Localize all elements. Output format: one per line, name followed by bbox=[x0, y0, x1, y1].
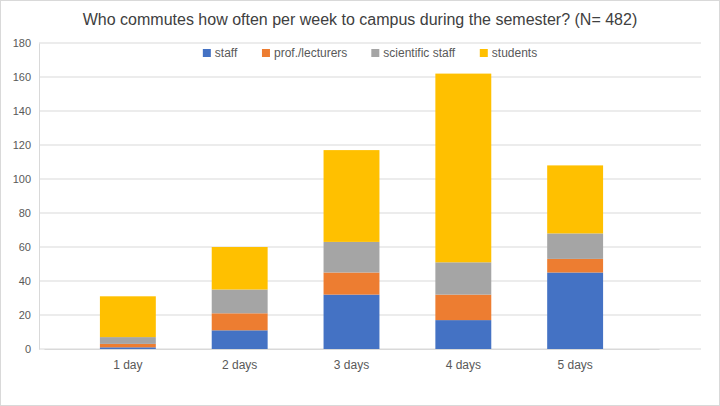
y-tick: 180 bbox=[13, 37, 39, 49]
y-tick: 60 bbox=[19, 241, 39, 253]
grid-line bbox=[39, 145, 701, 146]
y-tick-label: 100 bbox=[13, 173, 31, 185]
y-tick-label: 0 bbox=[25, 343, 31, 355]
y-tick-label: 60 bbox=[19, 241, 31, 253]
bar-segment bbox=[547, 233, 603, 259]
y-tick-label: 180 bbox=[13, 37, 31, 49]
x-tick-label: 4 days bbox=[446, 358, 481, 372]
grid-line bbox=[39, 77, 701, 78]
bar-series bbox=[100, 74, 603, 337]
legend-label: prof./lecturers bbox=[274, 46, 347, 60]
bar-segment bbox=[100, 296, 156, 337]
y-tick: 100 bbox=[13, 173, 39, 185]
x-tick-label: 1 day bbox=[113, 358, 142, 372]
bar-segment bbox=[435, 295, 491, 321]
bar-series bbox=[100, 273, 603, 350]
bar-segment bbox=[547, 259, 603, 273]
bar-segment bbox=[435, 74, 491, 263]
bars bbox=[100, 74, 603, 349]
x-tick: 2 days bbox=[222, 349, 257, 372]
x-tick-label: 2 days bbox=[222, 358, 257, 372]
bar-segment bbox=[212, 247, 268, 290]
y-tick: 80 bbox=[19, 207, 39, 219]
x-tick: 5 days bbox=[557, 349, 592, 372]
legend: staff prof./lecturers scientific staff stud… bbox=[203, 46, 537, 60]
y-tick: 160 bbox=[13, 71, 39, 83]
y-axis: 0 20 40 60 80 100 120 140 160 180 bbox=[13, 37, 40, 355]
y-tick: 140 bbox=[13, 105, 39, 117]
legend-swatch bbox=[203, 49, 211, 57]
legend-label: scientific staff bbox=[383, 46, 455, 60]
x-tick-label: 3 days bbox=[334, 358, 369, 372]
x-tick: 3 days bbox=[334, 349, 369, 372]
y-tick-label: 40 bbox=[19, 275, 31, 287]
chart-frame: 0 20 40 60 80 100 120 140 160 180 1 day 2 days 3 day… bbox=[0, 0, 720, 406]
bar-segment bbox=[435, 262, 491, 294]
x-tick: 1 day bbox=[113, 349, 142, 372]
legend-label: students bbox=[492, 46, 537, 60]
bar-segment bbox=[212, 330, 268, 349]
legend-swatch bbox=[480, 49, 488, 57]
x-tick: 4 days bbox=[446, 349, 481, 372]
bar-segment bbox=[100, 344, 156, 347]
y-tick: 40 bbox=[19, 275, 39, 287]
bar-segment bbox=[324, 242, 380, 273]
legend-swatch bbox=[262, 49, 270, 57]
legend-item: students bbox=[480, 46, 537, 60]
y-axis-line bbox=[39, 44, 40, 350]
bar-segment bbox=[212, 313, 268, 330]
chart-svg: 0 20 40 60 80 100 120 140 160 180 1 day 2 days 3 day… bbox=[1, 1, 719, 405]
bar-segment bbox=[324, 273, 380, 295]
y-tick: 20 bbox=[19, 309, 39, 321]
x-axis: 1 day 2 days 3 days 4 days 5 days bbox=[45, 349, 660, 372]
bar-segment bbox=[547, 273, 603, 350]
y-tick-label: 120 bbox=[13, 139, 31, 151]
bar-segment bbox=[324, 295, 380, 349]
y-tick-label: 80 bbox=[19, 207, 31, 219]
grid-line bbox=[39, 111, 701, 112]
y-tick: 120 bbox=[13, 139, 39, 151]
bar-series bbox=[100, 233, 603, 344]
y-tick-label: 160 bbox=[13, 71, 31, 83]
legend-item: prof./lecturers bbox=[262, 46, 347, 60]
grid-line bbox=[39, 43, 701, 44]
y-tick-label: 20 bbox=[19, 309, 31, 321]
x-tick-label: 5 days bbox=[557, 358, 592, 372]
chart-title: Who commutes how often per week to campu… bbox=[83, 11, 637, 28]
bar-segment bbox=[100, 337, 156, 344]
bar-segment bbox=[212, 290, 268, 314]
legend-label: staff bbox=[215, 46, 238, 60]
y-tick: 0 bbox=[25, 343, 39, 355]
y-tick-label: 140 bbox=[13, 105, 31, 117]
x-axis-line bbox=[45, 349, 660, 350]
legend-item: staff bbox=[203, 46, 238, 60]
grid bbox=[39, 43, 701, 349]
bar-segment bbox=[435, 320, 491, 349]
bar-segment bbox=[324, 150, 380, 242]
bar-segment bbox=[100, 347, 156, 349]
legend-item: scientific staff bbox=[371, 46, 455, 60]
bar-segment bbox=[547, 165, 603, 233]
legend-swatch bbox=[371, 49, 379, 57]
